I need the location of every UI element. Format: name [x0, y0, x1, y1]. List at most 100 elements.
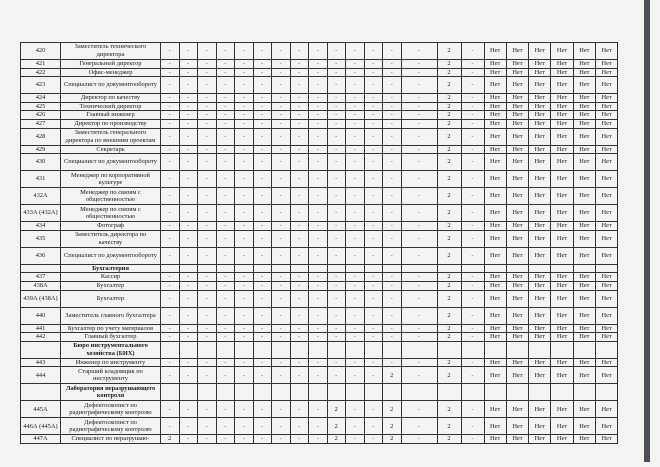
value-cell: - — [289, 59, 309, 69]
value-cell: - — [308, 366, 328, 385]
answer-cell: Нет — [528, 306, 552, 325]
value-cell: - — [197, 280, 217, 291]
value-cell: - — [363, 42, 383, 60]
answer-cell: Нет — [594, 221, 619, 231]
value-cell: - — [363, 118, 383, 129]
answer-cell: Нет — [550, 118, 574, 129]
value-cell: - — [271, 110, 291, 120]
value-cell: - — [308, 42, 328, 60]
answer-cell: Нет — [505, 93, 530, 103]
value-cell: - — [178, 323, 198, 334]
value-cell: - — [215, 144, 235, 155]
value-cell: - — [363, 144, 383, 155]
answer-cell: Нет — [550, 366, 574, 385]
value-cell: 2 — [436, 153, 462, 172]
answer-cell: Нет — [594, 93, 619, 103]
value-cell: - — [289, 400, 309, 419]
value-cell: - — [308, 417, 328, 436]
value-cell: - — [345, 101, 365, 112]
answer-cell: Нет — [550, 229, 574, 248]
value-cell: - — [197, 118, 217, 129]
value-cell: - — [289, 229, 309, 248]
answer-cell: Нет — [572, 306, 596, 325]
answer-cell: Нет — [550, 306, 574, 325]
value-cell: - — [345, 204, 365, 223]
position-name: Инженер по инструменту — [60, 357, 161, 368]
value-cell: 2 — [436, 332, 462, 342]
value-cell: - — [400, 127, 438, 146]
answer-cell — [550, 263, 574, 274]
value-cell: - — [197, 153, 217, 172]
value-cell: - — [308, 204, 328, 223]
value-cell: - — [234, 229, 254, 248]
value-cell: - — [271, 93, 291, 103]
value-cell — [363, 340, 383, 359]
row-number: 439А (438А) — [20, 289, 61, 308]
value-cell: - — [460, 153, 485, 172]
value-cell — [326, 383, 346, 402]
value-cell: - — [197, 101, 217, 112]
value-cell: - — [308, 118, 328, 129]
value-cell: - — [289, 42, 309, 60]
row-number: 430 — [20, 153, 61, 172]
value-cell: - — [400, 323, 438, 334]
row-number — [20, 263, 61, 274]
value-cell: - — [271, 67, 291, 78]
answer-cell: Нет — [594, 400, 619, 419]
answer-cell: Нет — [594, 323, 619, 334]
value-cell — [363, 263, 383, 274]
answer-cell: Нет — [483, 246, 507, 265]
row-number: 433А (432А) — [20, 204, 61, 223]
value-cell: - — [400, 42, 438, 60]
answer-cell: Нет — [483, 272, 507, 282]
value-cell: - — [197, 59, 217, 69]
value-cell: - — [252, 221, 272, 231]
value-cell: - — [460, 170, 485, 189]
row-number: 422 — [20, 67, 61, 78]
answer-cell: Нет — [505, 127, 530, 146]
value-cell: - — [252, 434, 272, 444]
answer-cell: Нет — [528, 67, 552, 78]
answer-cell: Нет — [528, 42, 552, 60]
value-cell: - — [308, 76, 328, 95]
value-cell: - — [178, 118, 198, 129]
value-cell: - — [400, 67, 438, 78]
value-cell: - — [271, 289, 291, 308]
answer-cell: Нет — [505, 187, 530, 206]
answer-cell — [572, 263, 596, 274]
answer-cell — [594, 263, 619, 274]
row-number: 436 — [20, 246, 61, 265]
value-cell: - — [400, 280, 438, 291]
value-cell — [289, 340, 309, 359]
value-cell: 2 — [436, 306, 462, 325]
answer-cell: Нет — [594, 153, 619, 172]
value-cell: - — [234, 110, 254, 120]
value-cell: - — [308, 306, 328, 325]
value-cell: - — [326, 357, 346, 368]
answer-cell: Нет — [594, 306, 619, 325]
answer-cell: Нет — [528, 144, 552, 155]
value-cell: - — [215, 366, 235, 385]
value-cell: - — [215, 289, 235, 308]
value-cell: - — [215, 229, 235, 248]
value-cell — [178, 383, 198, 402]
value-cell: - — [345, 400, 365, 419]
value-cell: - — [345, 187, 365, 206]
value-cell: - — [289, 101, 309, 112]
answer-cell — [572, 383, 596, 402]
answer-cell: Нет — [594, 332, 619, 342]
value-cell: - — [345, 153, 365, 172]
value-cell: - — [271, 221, 291, 231]
answer-cell — [483, 383, 507, 402]
value-cell: 2 — [436, 76, 462, 95]
scan-edge — [644, 0, 650, 462]
value-cell: - — [326, 118, 346, 129]
value-cell — [160, 383, 180, 402]
position-name: Бухгалтер по учету материалов — [60, 323, 161, 334]
answer-cell: Нет — [505, 357, 530, 368]
value-cell: - — [178, 76, 198, 95]
value-cell: - — [363, 332, 383, 342]
answer-cell — [550, 340, 574, 359]
value-cell: - — [460, 42, 485, 60]
value-cell: - — [326, 101, 346, 112]
